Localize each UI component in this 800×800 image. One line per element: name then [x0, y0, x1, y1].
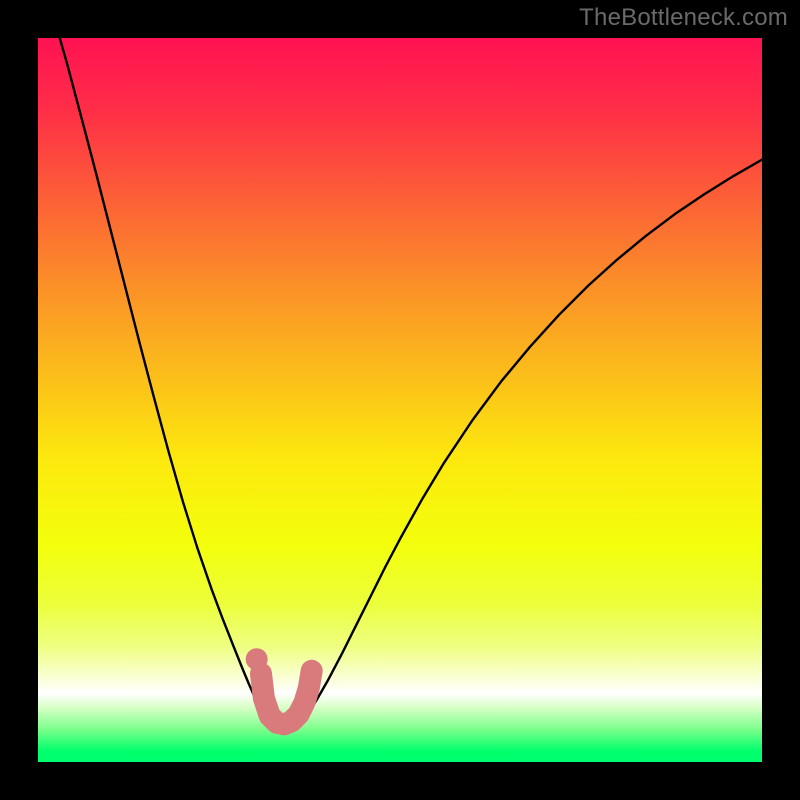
overlay-u-start-dot: [246, 648, 268, 670]
plot-area: [38, 38, 762, 762]
gradient-background: [38, 38, 762, 762]
watermark-text: TheBottleneck.com: [579, 4, 788, 32]
plot-svg: [38, 38, 762, 762]
